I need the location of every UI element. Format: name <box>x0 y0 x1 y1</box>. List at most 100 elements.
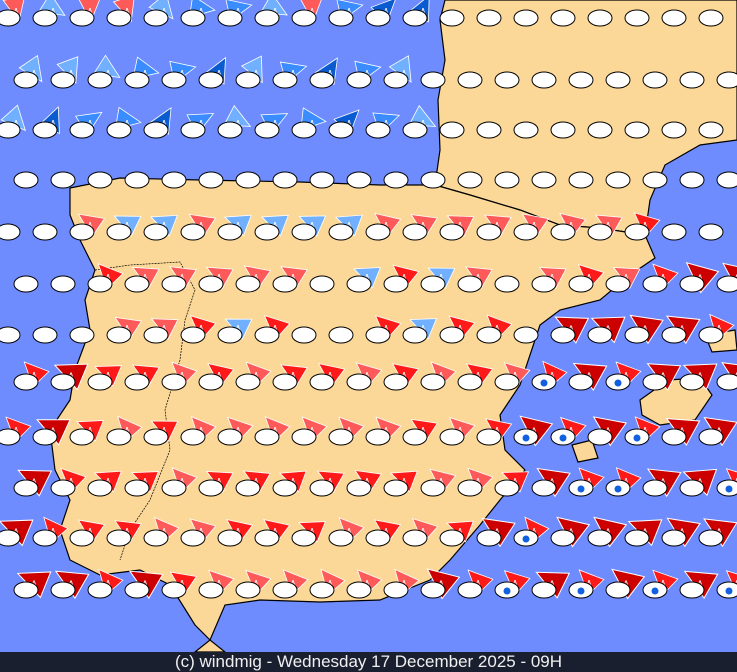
station-ellipse <box>365 121 391 139</box>
wind-arrow-label: A <box>365 477 370 486</box>
station-ellipse <box>698 428 724 446</box>
wind-arrow-label: A <box>347 119 352 128</box>
wind-station: A <box>32 419 71 446</box>
wind-arrow-label: A <box>421 324 426 333</box>
wind-arrow-label: A <box>14 119 19 128</box>
wind-arrow-label: A <box>310 426 315 435</box>
wind-station: A <box>679 363 718 391</box>
wind-station <box>513 9 539 27</box>
wind-station: A <box>346 569 383 599</box>
wind-station: A <box>346 60 382 89</box>
station-ellipse <box>513 9 539 27</box>
station-ellipse <box>272 479 298 497</box>
station-ellipse <box>679 275 705 293</box>
wind-station: A <box>217 0 253 27</box>
wind-station <box>698 223 724 241</box>
station-ellipse <box>198 275 224 293</box>
station-ellipse <box>124 581 150 599</box>
wind-arrow-label: A <box>273 221 278 230</box>
wind-station <box>161 171 187 189</box>
wind-arrow-label: A <box>402 477 407 486</box>
wind-station: A <box>568 264 605 293</box>
wind-station: A <box>50 56 79 89</box>
wind-arrow-label: A <box>32 69 37 78</box>
wind-station: A <box>106 520 142 547</box>
wind-station <box>679 71 705 89</box>
wind-station <box>309 275 335 293</box>
station-ellipse <box>531 581 557 599</box>
wind-arrow-label: A <box>495 324 500 333</box>
wind-station: A <box>531 360 568 391</box>
wind-station <box>32 223 58 241</box>
wind-arrow-label: A <box>291 579 296 588</box>
wind-arrow-label: A <box>254 371 259 380</box>
wind-station: A <box>661 517 701 548</box>
wind-arrow-label: A <box>199 119 204 128</box>
wind-station: A <box>13 361 50 391</box>
wind-arrow-label: A <box>180 273 185 282</box>
wind-station: A <box>254 0 288 27</box>
wind-station: A <box>624 519 663 547</box>
wind-station: A <box>198 56 227 89</box>
wind-station: A <box>457 569 494 599</box>
wind-arrow-label: A <box>421 426 426 435</box>
station-ellipse <box>346 71 372 89</box>
wind-station <box>605 71 631 89</box>
wind-station: A <box>180 518 217 547</box>
station-ellipse <box>106 529 132 547</box>
wind-arrow-label: A <box>162 7 167 16</box>
wind-arrow-label: A <box>254 273 259 282</box>
wind-arrow-label: A <box>273 324 278 333</box>
station-ellipse <box>402 121 428 139</box>
wind-arrow-label: A <box>587 273 592 282</box>
wind-arrow-label: A <box>199 527 204 536</box>
station-ellipse <box>143 121 169 139</box>
wind-station: A <box>198 266 234 293</box>
station-ellipse <box>698 223 724 241</box>
wind-arrow-label: A <box>384 527 389 536</box>
wind-station: A <box>217 318 253 344</box>
wind-arrow-label: A <box>217 273 222 282</box>
station-ellipse <box>328 121 354 139</box>
wind-arrow-label: A <box>458 221 463 230</box>
wind-arrow-label: A <box>106 371 111 380</box>
wind-station <box>624 121 650 139</box>
station-ellipse <box>439 326 465 344</box>
wind-station: A <box>272 61 308 89</box>
station-ellipse <box>346 581 372 599</box>
wind-station: A <box>50 363 89 391</box>
station-ellipse <box>50 275 76 293</box>
wind-station: A <box>698 313 735 344</box>
wind-station <box>309 171 335 189</box>
wind-arrow-label: A <box>347 527 352 536</box>
wind-arrow-label: A <box>587 579 592 588</box>
wind-station: A <box>272 470 307 497</box>
wind-arrow-label: A <box>217 579 222 588</box>
wind-station <box>568 171 594 189</box>
wind-station: A <box>291 0 323 27</box>
wind-station: A <box>402 418 439 446</box>
wind-station: A <box>0 519 34 547</box>
wind-arrow-label: A <box>643 426 648 435</box>
wind-station: A <box>420 267 456 293</box>
wind-arrow-label: A <box>328 477 333 486</box>
wind-station: A <box>439 416 476 446</box>
wind-station: A <box>494 570 531 599</box>
wind-station <box>531 71 557 89</box>
station-ellipse <box>198 373 224 391</box>
wind-station: A <box>198 470 234 497</box>
wind-arrow-label: A <box>402 371 407 380</box>
station-ellipse <box>457 373 483 391</box>
wind-map-canvas[interactable]: A A A A A A A A A A A A A A A A A A A A A A A A A A A A A A A A A A A A A A A A… <box>0 0 737 652</box>
wind-station: A <box>716 468 737 497</box>
wind-station <box>605 171 631 189</box>
wind-arrow-label: A <box>439 371 444 380</box>
wind-arrow-label: A <box>421 221 426 230</box>
wind-station: A <box>32 0 66 27</box>
station-ellipse <box>642 373 668 391</box>
station-ellipse <box>402 326 428 344</box>
station-ellipse <box>513 121 539 139</box>
wind-station: A <box>161 571 198 599</box>
wind-arrow-label: A <box>88 527 93 536</box>
